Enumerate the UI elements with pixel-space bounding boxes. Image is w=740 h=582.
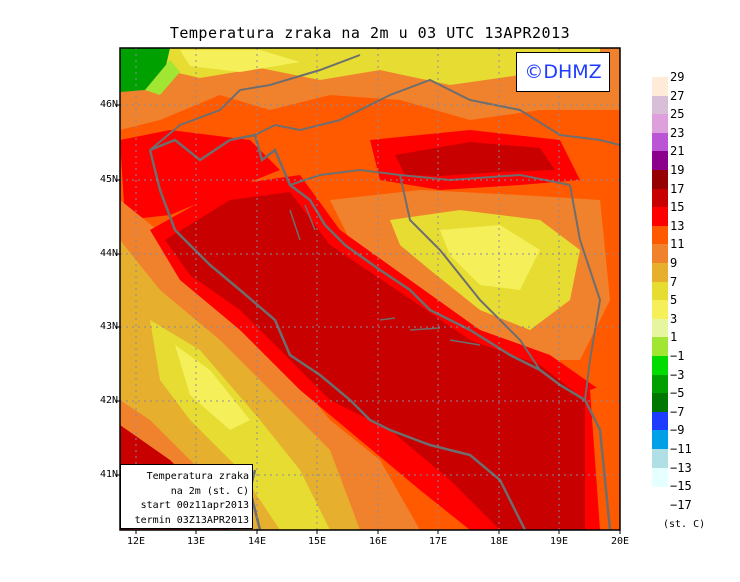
lon-label: 13E	[186, 536, 206, 547]
legend-label: −9	[670, 423, 685, 438]
lat-label: 43N	[99, 321, 118, 332]
legend-color-box	[652, 281, 668, 301]
legend-color-box	[652, 151, 668, 171]
legend-label: −5	[670, 386, 685, 401]
legend-label: 29	[670, 70, 685, 84]
map-frame	[119, 47, 621, 531]
field-green	[120, 48, 170, 92]
legend-color-box	[652, 300, 668, 320]
legend-color-box	[652, 207, 668, 227]
legend-label: 1	[670, 330, 678, 345]
legend-label: −17	[670, 497, 692, 512]
info-line: Temperatura zraka	[146, 471, 249, 482]
legend-color-box	[652, 77, 668, 97]
legend-color-box	[652, 337, 668, 357]
field-right-orange	[590, 380, 620, 530]
lon-label: 16E	[368, 536, 388, 547]
legend-color-box	[652, 411, 668, 431]
legend-label: 15	[670, 200, 685, 215]
legend-color-box	[652, 393, 668, 413]
info-line: termin 03Z13APR2013	[134, 514, 249, 526]
legend-color-box	[652, 170, 668, 190]
legend-label: 9	[670, 256, 678, 270]
legend-label: 3	[670, 311, 678, 326]
legend-label: 23	[670, 125, 685, 140]
legend-label: 7	[670, 274, 678, 289]
legend-label: 19	[670, 163, 685, 177]
info-line: start 00z11apr2013	[140, 500, 249, 511]
lat-label: 45N	[99, 174, 118, 185]
axis-ticks	[116, 104, 621, 534]
lat-label: 42N	[99, 395, 118, 406]
legend-label: 13	[670, 218, 685, 233]
legend-color-box	[652, 114, 668, 134]
field-italy-lightyellow	[175, 345, 250, 430]
legend-color-box	[652, 374, 668, 394]
borders	[149, 54, 620, 401]
field-green-light	[145, 60, 180, 95]
lat-label: 44N	[99, 248, 118, 259]
lat-label: 41N	[99, 469, 118, 480]
legend-color-box	[652, 263, 668, 283]
legend-unit: (st. C)	[663, 519, 706, 530]
field-pannonian-darkred	[395, 142, 555, 176]
dhmz-logo: ©DHMZ	[516, 52, 610, 92]
lat-label: 46N	[99, 99, 118, 110]
legend-color-box	[652, 225, 668, 245]
lon-label: 17E	[428, 536, 448, 547]
legend-label: 25	[670, 107, 685, 122]
info-box: Temperatura zraka na 2m (st. C) start 00…	[120, 464, 253, 529]
info-line: na 2m (st. C)	[170, 485, 249, 497]
legend-color-box	[652, 95, 668, 115]
lon-label: 18E	[489, 536, 509, 547]
legend-color-box	[652, 356, 668, 376]
field-alps-light	[180, 50, 300, 72]
legend-color-box	[652, 188, 668, 208]
legend-label: 21	[670, 144, 685, 159]
field-po-red	[120, 130, 280, 220]
lon-label: 14E	[247, 536, 267, 547]
lon-label: 15E	[307, 536, 327, 547]
field-italy-ochre	[120, 240, 360, 530]
legend-color-box	[652, 132, 668, 152]
legend-label: −7	[670, 404, 685, 419]
lon-label: 12E	[126, 536, 146, 547]
legend-color-box	[652, 318, 668, 338]
legend-color-box	[652, 244, 668, 264]
legend-label: −15	[670, 479, 692, 494]
legend-label: −1	[670, 349, 685, 363]
legend-label: −3	[670, 367, 685, 382]
legend-color-box	[652, 467, 668, 487]
legend-label: 11	[670, 237, 685, 252]
legend-label: 5	[670, 293, 678, 308]
field-bosnia-lightyellow	[440, 225, 540, 290]
legend-label: −13	[670, 460, 692, 475]
legend-color-box	[652, 449, 668, 469]
islands	[289, 204, 481, 346]
gridlines	[120, 48, 620, 530]
lon-label: 20E	[610, 536, 630, 547]
legend-label: 27	[670, 88, 685, 103]
legend-color-box	[652, 430, 668, 450]
legend-label: −11	[670, 442, 692, 456]
field-adriatic-darkred	[165, 192, 585, 530]
map-title: Temperatura zraka na 2m u 03 UTC 13APR20…	[169, 24, 571, 42]
lon-label: 19E	[549, 536, 569, 547]
legend-label: 17	[670, 181, 685, 196]
